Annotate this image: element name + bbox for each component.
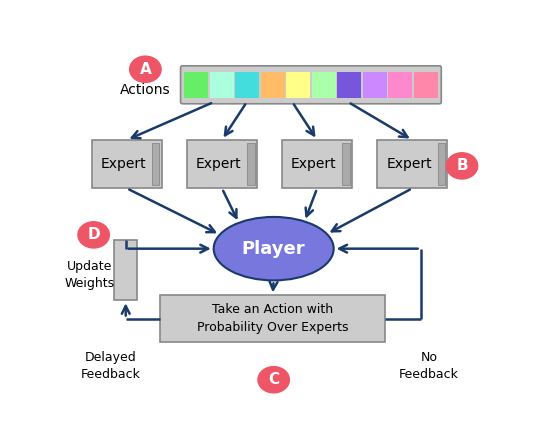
Text: Update
Weights: Update Weights: [65, 259, 115, 289]
Text: Player: Player: [242, 240, 305, 258]
FancyBboxPatch shape: [235, 72, 259, 98]
FancyBboxPatch shape: [92, 140, 162, 188]
FancyBboxPatch shape: [187, 140, 257, 188]
FancyBboxPatch shape: [312, 72, 335, 98]
FancyBboxPatch shape: [377, 140, 447, 188]
Circle shape: [78, 222, 109, 248]
Text: No
Feedback: No Feedback: [399, 351, 459, 381]
Text: Expert: Expert: [386, 157, 432, 171]
Text: C: C: [268, 372, 279, 387]
Text: A: A: [139, 62, 151, 77]
FancyBboxPatch shape: [114, 240, 137, 301]
Text: Expert: Expert: [196, 157, 241, 171]
FancyBboxPatch shape: [160, 295, 386, 342]
FancyBboxPatch shape: [210, 72, 233, 98]
Text: B: B: [456, 159, 468, 173]
FancyBboxPatch shape: [337, 72, 361, 98]
FancyBboxPatch shape: [388, 72, 412, 98]
Ellipse shape: [214, 217, 334, 280]
Text: D: D: [88, 228, 100, 242]
FancyBboxPatch shape: [342, 143, 350, 185]
Circle shape: [130, 56, 161, 82]
Circle shape: [258, 366, 289, 393]
Circle shape: [446, 153, 478, 179]
FancyBboxPatch shape: [363, 72, 387, 98]
FancyBboxPatch shape: [247, 143, 255, 185]
FancyBboxPatch shape: [184, 72, 208, 98]
Text: Take an Action with
Probability Over Experts: Take an Action with Probability Over Exp…: [197, 303, 348, 334]
Text: Expert: Expert: [291, 157, 336, 171]
Text: Actions: Actions: [120, 83, 171, 97]
FancyBboxPatch shape: [414, 72, 437, 98]
FancyBboxPatch shape: [282, 140, 352, 188]
FancyBboxPatch shape: [286, 72, 310, 98]
FancyBboxPatch shape: [437, 143, 445, 185]
FancyBboxPatch shape: [152, 143, 160, 185]
Text: Delayed
Feedback: Delayed Feedback: [80, 351, 140, 381]
FancyBboxPatch shape: [261, 72, 285, 98]
FancyBboxPatch shape: [180, 66, 441, 104]
Text: Expert: Expert: [100, 157, 146, 171]
